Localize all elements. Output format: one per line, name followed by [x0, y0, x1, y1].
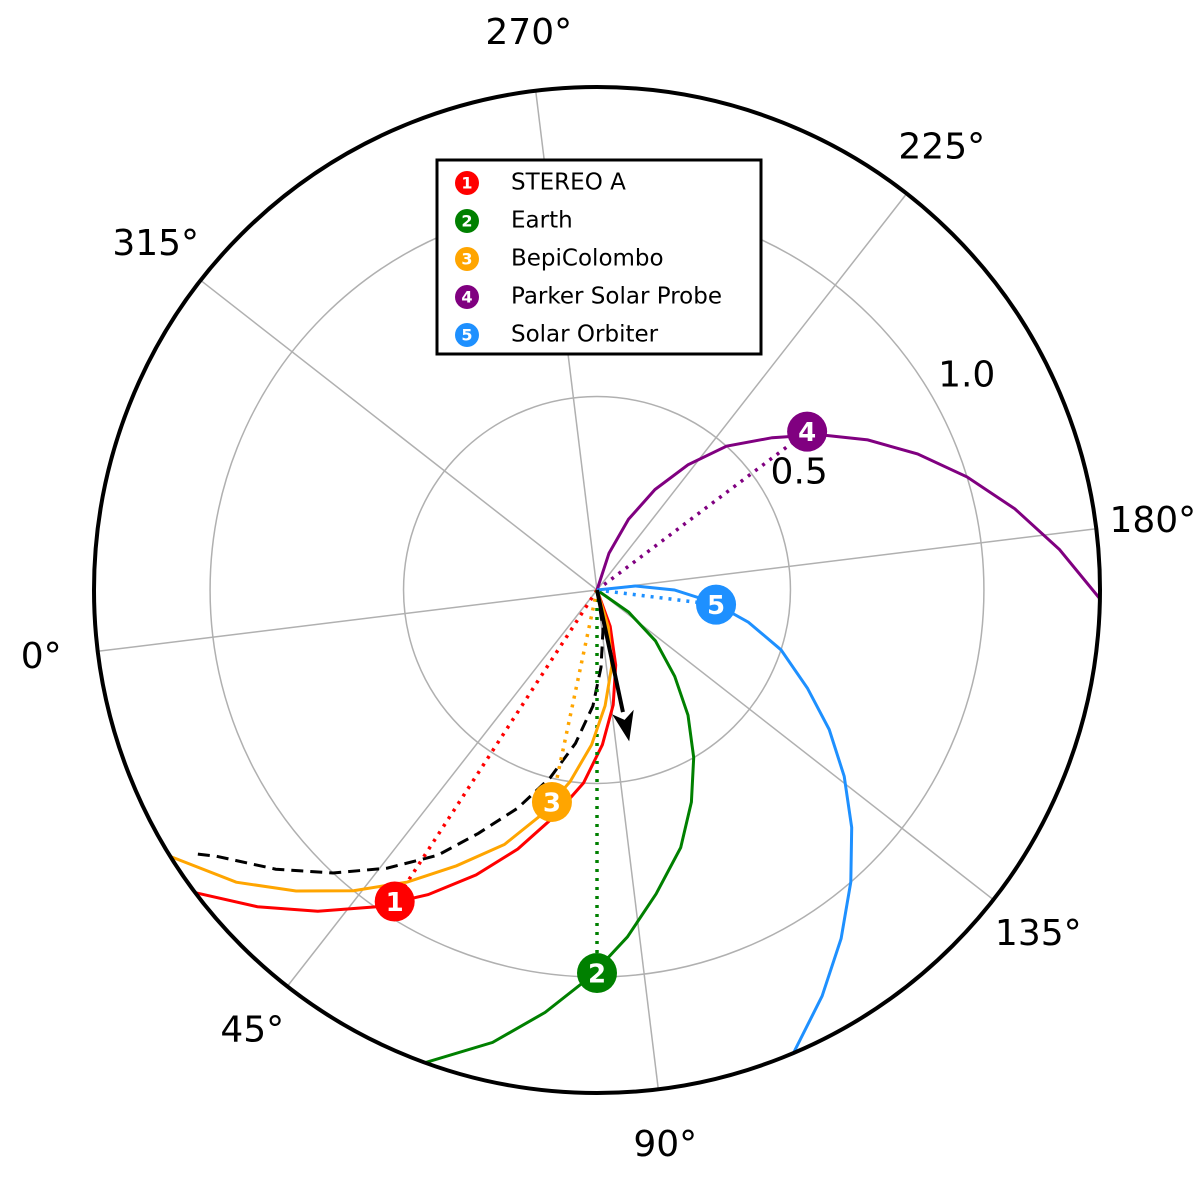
- legend-label: Earth: [511, 208, 573, 234]
- legend-number: 4: [461, 288, 472, 307]
- legend-number: 2: [461, 212, 472, 231]
- legend-marker: [455, 209, 479, 233]
- legend-label: STEREO A: [511, 170, 626, 196]
- radial-dotted: [393, 589, 599, 903]
- radial-dotted: [550, 589, 599, 803]
- theta-grid: [97, 589, 598, 653]
- body-marker: [696, 584, 737, 625]
- legend-marker: [455, 171, 479, 195]
- r-grid: [402, 395, 792, 785]
- body-number: 3: [543, 788, 561, 818]
- theta-grid: [596, 527, 1097, 591]
- legend-box: [435, 158, 763, 356]
- body-number: 5: [707, 591, 725, 621]
- spiral: [595, 433, 1100, 600]
- legend-marker: [455, 285, 479, 309]
- body-marker: [787, 411, 828, 452]
- theta-tick-label: 90°: [633, 1124, 697, 1165]
- outer-frame: [92, 85, 1102, 1095]
- body-marker: [577, 953, 617, 994]
- theta-tick-label: 0°: [21, 636, 62, 677]
- theta-tick-label: 180°: [1109, 500, 1196, 541]
- spiral: [424, 588, 696, 1065]
- body-number: 4: [798, 418, 816, 448]
- theta-grid: [200, 279, 598, 591]
- legend-label: BepiColombo: [511, 246, 664, 272]
- r-tick-label: 0.5: [771, 451, 828, 492]
- body-marker: [531, 781, 572, 822]
- theta-tick-label: 225°: [898, 127, 985, 168]
- legend-number: 1: [461, 174, 472, 193]
- body-marker: [374, 881, 415, 922]
- theta-grid: [596, 589, 994, 901]
- body-number: 2: [588, 960, 606, 990]
- legend-marker: [455, 247, 479, 271]
- legend-marker: [455, 323, 479, 347]
- plot-area: [169, 430, 1100, 1065]
- legend-label: Solar Orbiter: [511, 322, 659, 348]
- spiral: [191, 589, 605, 875]
- theta-tick-label: 135°: [995, 913, 1082, 954]
- legend-number: 3: [461, 250, 472, 269]
- arrow-head: [612, 709, 634, 742]
- theta-tick-label: 315°: [112, 223, 199, 264]
- spiral: [596, 584, 854, 1054]
- theta-tick-label: 45°: [220, 1009, 284, 1050]
- theta-grid: [286, 589, 598, 987]
- legend-label: Parker Solar Probe: [511, 284, 722, 310]
- body-number: 1: [386, 888, 404, 918]
- reference-arrow: [595, 589, 625, 713]
- theta-grid: [596, 589, 660, 1090]
- theta-grid: [596, 193, 908, 591]
- r-tick-label: 1.0: [938, 355, 995, 396]
- legend-number: 5: [461, 326, 472, 345]
- spiral: [169, 589, 614, 893]
- theta-tick-label: 270°: [485, 12, 572, 53]
